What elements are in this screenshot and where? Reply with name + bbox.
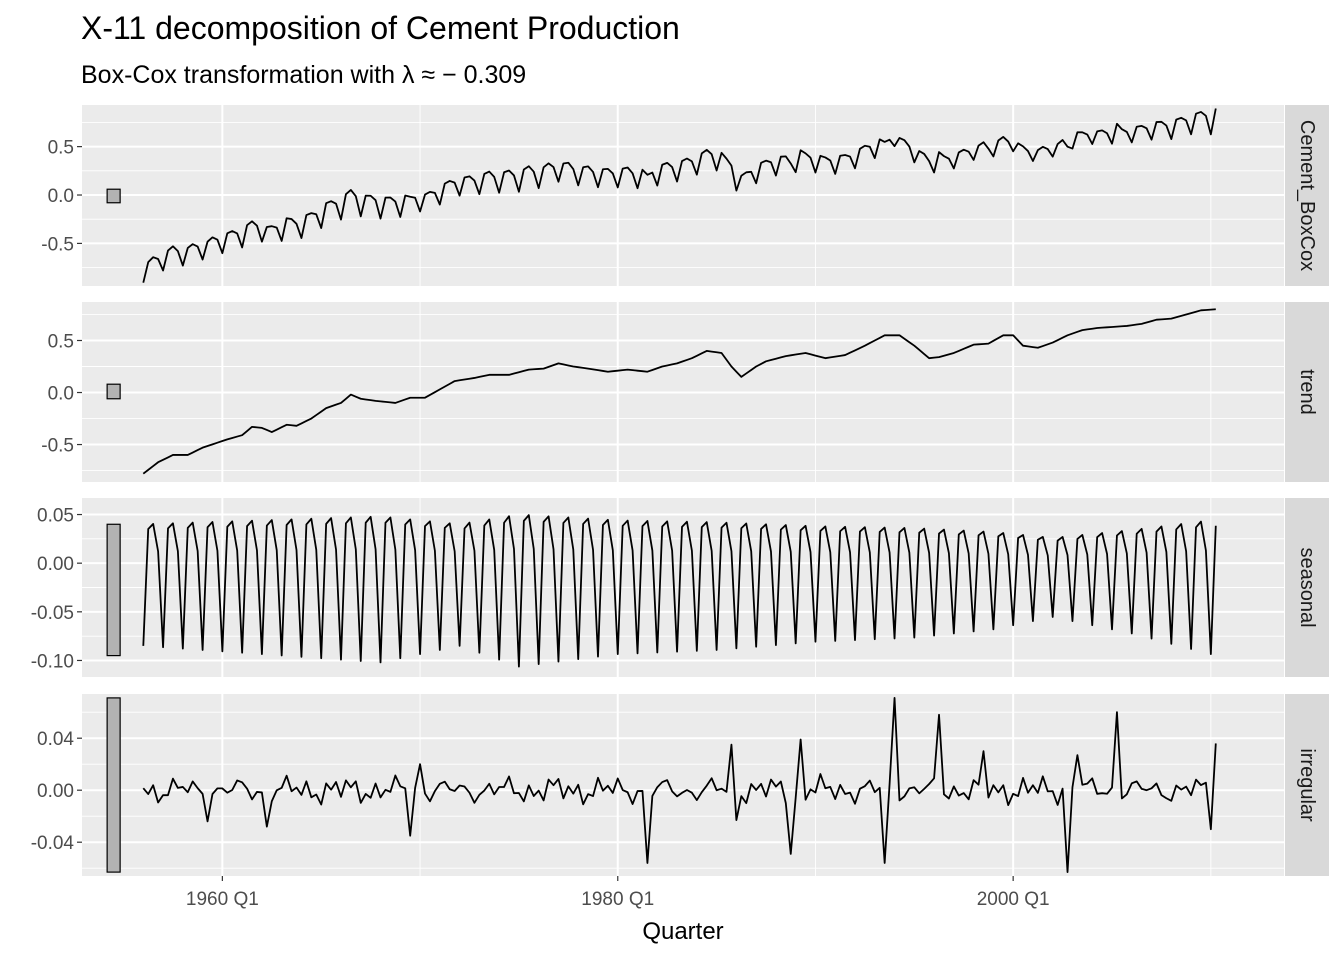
panel-Cement_BoxCox: -0.5 0.0 0.5 Cement_BoxCox: [41, 105, 1329, 286]
chart-title: X-11 decomposition of Cement Production: [81, 10, 680, 46]
facet-strip-label: seasonal: [1296, 547, 1318, 627]
chart-subtitle: Box-Cox transformation with λ ≈ − 0.309: [81, 61, 526, 89]
x-tick-label: 1980 Q1: [581, 889, 654, 910]
scale-bar: [106, 523, 121, 657]
y-tick-label: 0.5: [48, 331, 74, 352]
y-tick-label: 0.04: [37, 729, 74, 750]
facet-panels: -0.50.00.5 Cement_BoxCox-0.50.00.5trend-0…: [31, 105, 1329, 876]
series-line-irregular: [142, 697, 1217, 873]
y-tick-label: -0.05: [31, 603, 74, 624]
x-axis-title: Quarter: [642, 918, 723, 945]
facet-strip: [1285, 694, 1329, 876]
series-line-seasonal: [142, 514, 1217, 668]
x-tick-label: 1960 Q1: [186, 889, 259, 910]
scale-bar: [106, 383, 121, 400]
y-tick-label: -0.5: [41, 234, 74, 255]
panel-trend: -0.5 0.0 0.5 trend: [41, 302, 1329, 482]
y-tick-label: 0.05: [37, 506, 74, 527]
y-tick-label: -0.04: [31, 833, 75, 854]
y-tick-label: -0.5: [41, 436, 74, 457]
panel-irregular: -0.04 0.00 0.04 irregular: [31, 694, 1329, 876]
x-axis: 1960 Q1 1980 Q1 2000 Q1: [186, 876, 1050, 910]
panel-background: [82, 694, 1284, 876]
y-tick-label: 0.0: [48, 384, 74, 405]
y-tick-label: 0.00: [37, 554, 74, 575]
facet-strip-label: Cement_BoxCox: [1296, 120, 1318, 271]
y-tick-label: 0.0: [48, 186, 74, 207]
scale-bar: [106, 697, 121, 873]
y-tick-label: 0.00: [37, 781, 74, 802]
facet-strip: [1285, 105, 1329, 286]
y-tick-label: 0.5: [48, 138, 74, 159]
y-tick-label: -0.10: [31, 651, 74, 672]
series-line-Cement_BoxCox: [142, 108, 1217, 283]
facet-strip-label: trend: [1296, 369, 1318, 415]
facet-strip-label: irregular: [1296, 748, 1318, 822]
x-tick-label: 2000 Q1: [977, 889, 1050, 910]
facet-strip: [1285, 302, 1329, 482]
facet-strip: [1285, 498, 1329, 677]
scale-bar: [106, 188, 121, 204]
panel-seasonal: -0.10 -0.05 0.00 0.05 seasonal: [31, 498, 1329, 677]
series-line-trend: [142, 308, 1216, 475]
